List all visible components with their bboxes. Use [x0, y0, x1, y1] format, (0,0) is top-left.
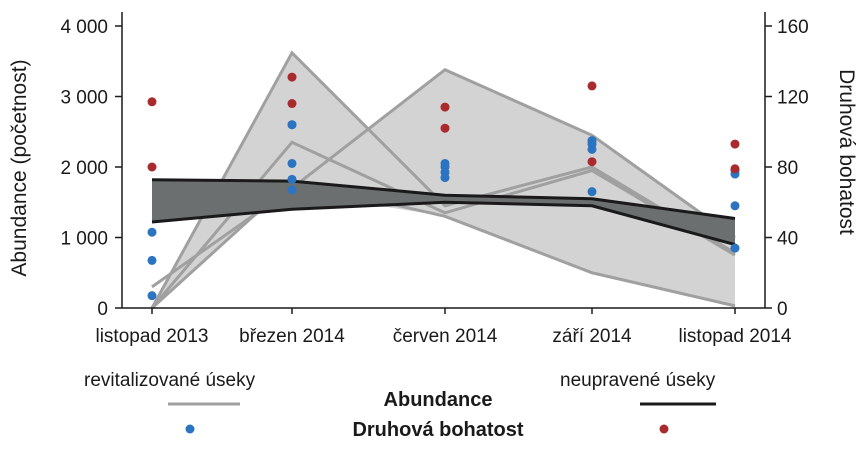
- legend-left-label: revitalizované úseky: [84, 370, 256, 391]
- richness-point: [287, 72, 297, 82]
- richness-point: [587, 81, 597, 91]
- revitalized-line-max-2: [151, 67, 736, 289]
- richness-point: [440, 123, 450, 133]
- x-tick-label: září 2014: [552, 326, 632, 347]
- richness-point: [147, 255, 157, 265]
- richness-point: [730, 201, 740, 211]
- unmodified-range-area: [152, 179, 735, 245]
- richness-point: [587, 187, 597, 197]
- richness-point: [730, 164, 740, 174]
- richness-point: [440, 158, 450, 168]
- richness-point: [587, 136, 597, 146]
- richness-point: [147, 97, 157, 107]
- legend: revitalizované úseky neupravené úseky Ab…: [84, 370, 716, 441]
- y-axis-left-title: Abundance (početnost): [8, 59, 31, 276]
- richness-point: [730, 139, 740, 149]
- y-left-tick-label: 1 000: [60, 229, 108, 250]
- richness-point: [440, 102, 450, 112]
- revitalized-line-min-1: [150, 179, 736, 310]
- plot-area: 0 1 000 2 000 3 000 4 000 0 40 80 120 160 listopad…: [60, 12, 809, 347]
- y-right-tick-label: 160: [777, 17, 809, 38]
- y-left-tick-label: 0: [97, 299, 108, 320]
- y-left-tick-label: 3 000: [60, 88, 108, 109]
- richness-point: [730, 243, 740, 253]
- richness-point: [147, 227, 157, 237]
- richness-point: [287, 185, 297, 195]
- legend-richness-label: Druhová bohatost: [352, 419, 523, 441]
- legend-revitalized-dot: [185, 424, 195, 434]
- unmodified-line-min: [151, 200, 736, 246]
- revitalized-range-area-2: [152, 69, 735, 306]
- legend-unmodified-dot: [659, 424, 669, 434]
- x-tick-label: březen 2014: [239, 326, 345, 347]
- legend-abundance-label: Abundance: [384, 389, 493, 411]
- richness-point: [287, 120, 297, 130]
- x-tick-label: červen 2014: [393, 326, 498, 347]
- y-left-tick-label: 4 000: [60, 17, 108, 38]
- richness-point: [147, 291, 157, 301]
- richness-point: [587, 157, 597, 167]
- revitalized-line-max-1: [150, 50, 736, 309]
- richness-point: [147, 162, 157, 172]
- y-axis-right-title: Druhová bohatost: [835, 69, 858, 235]
- richness-point: [287, 158, 297, 168]
- y-right-tick-label: 80: [777, 158, 798, 179]
- y-right-tick-label: 120: [777, 88, 809, 109]
- y-left-tick-label: 2 000: [60, 158, 108, 179]
- richness-point: [287, 99, 297, 109]
- richness-point: [287, 174, 297, 184]
- y-right-tick-label: 0: [777, 299, 788, 320]
- y-right-tick-label: 40: [777, 229, 798, 250]
- x-tick-label: listopad 2013: [95, 326, 208, 347]
- x-tick-label: listopad 2014: [678, 326, 791, 347]
- unmodified-line-max: [151, 178, 736, 220]
- legend-right-label: neupravené úseky: [560, 370, 716, 391]
